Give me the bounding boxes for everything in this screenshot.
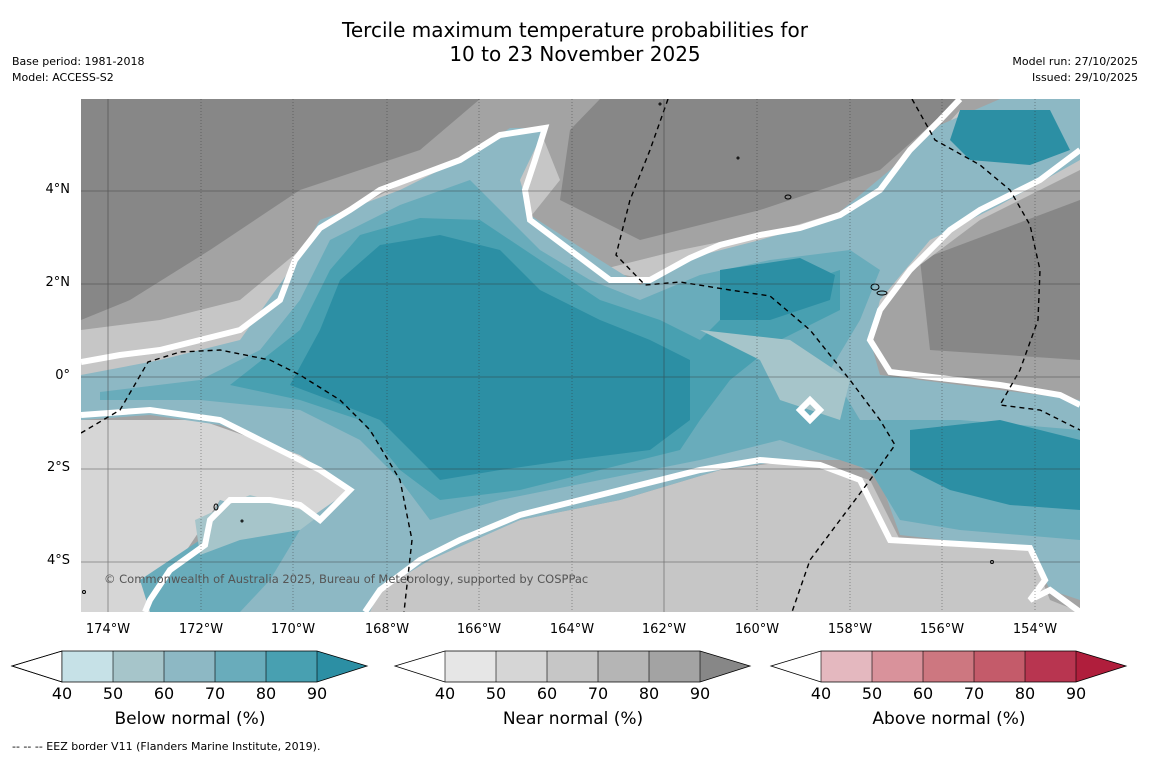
colorbar-near-bin (496, 651, 547, 682)
title-line-1: Tercile maximum temperature probabilitie… (342, 18, 808, 42)
colorbar-below-min-arrow (10, 650, 63, 683)
copyright-text: © Commonwealth of Australia 2025, Bureau… (104, 572, 589, 586)
lat-label-4s: 4°S (46, 553, 70, 568)
colorbar-above-bin (821, 651, 872, 682)
lon-label: 154°W (1012, 622, 1058, 637)
colorbar-above-bin (872, 651, 923, 682)
colorbar-near-normal (393, 650, 752, 683)
colorbar-below-normal (10, 650, 369, 683)
colorbar-below-bin (215, 651, 266, 682)
eez-borders (81, 99, 1080, 612)
lat-label-0: 0° (55, 368, 70, 383)
map-title: Tercile maximum temperature probabilitie… (0, 18, 1150, 66)
lon-label: 162°W (641, 622, 687, 637)
colorbar-near-bin (649, 651, 700, 682)
colorbar-label-above: Above normal (%) (872, 709, 1026, 729)
map-field (81, 99, 1080, 612)
colorbar-below-bin (113, 651, 164, 682)
below-normal-90-ne (950, 110, 1070, 165)
model-run-text: Model run: 27/10/2025 (1012, 55, 1138, 68)
colorbar-tick: 80 (1014, 684, 1036, 703)
colorbar-near-bin (547, 651, 598, 682)
colorbar-tick: 60 (912, 684, 934, 703)
lon-label: 172°W (178, 622, 224, 637)
colorbar-tick: 90 (689, 684, 711, 703)
issued-text: Issued: 29/10/2025 (1031, 71, 1138, 84)
below-normal-70-sw (140, 520, 300, 612)
lon-label: 170°W (270, 622, 316, 637)
lon-label: 166°W (456, 622, 502, 637)
meta-left: Base period: 1981-2018 Model: ACCESS-S2 (12, 54, 144, 86)
near-normal-high-nw (81, 99, 480, 320)
colorbar-label-below: Below normal (%) (114, 709, 266, 729)
contour-40-percent (81, 99, 1080, 612)
colorbar-tick: 50 (861, 684, 883, 703)
lon-label: 160°W (734, 622, 780, 637)
colorbar-below-bin (266, 651, 317, 682)
colorbar-below-max-arrow (317, 651, 367, 682)
colorbar-near-min-arrow (395, 651, 445, 682)
below-normal-90-core (290, 235, 690, 480)
lon-label: 174°W (85, 622, 131, 637)
colorbar-above-bin (974, 651, 1025, 682)
colorbar-tick: 70 (587, 684, 609, 703)
colorbar-near-bin (445, 651, 496, 682)
colorbar-tick: 50 (485, 684, 507, 703)
colorbar-below-bin (62, 651, 113, 682)
near-normal-band-s (360, 460, 1080, 612)
colorbar-near-max-arrow (700, 651, 750, 682)
colorbar-above-bin (1025, 651, 1076, 682)
colorbar-tick: 50 (102, 684, 124, 703)
graticule (81, 99, 1080, 612)
colorbar-below-bin (164, 651, 215, 682)
colorbar-label-near: Near normal (%) (502, 709, 644, 729)
lat-label-2n: 2°N (45, 275, 71, 290)
below-normal-90-center (720, 258, 835, 320)
colorbar-tick: 40 (51, 684, 73, 703)
colorbar-tick: 40 (810, 684, 832, 703)
lat-label-4n: 4°N (45, 182, 71, 197)
colorbar-above-normal (769, 650, 1128, 683)
colorbar-above-bin (923, 651, 974, 682)
colorbar-tick: 70 (963, 684, 985, 703)
lat-label-2s: 2°S (46, 460, 70, 475)
near-normal-high-n (560, 99, 960, 240)
colorbar-tick: 90 (1065, 684, 1087, 703)
lon-label: 158°W (827, 622, 873, 637)
colorbar-tick: 60 (153, 684, 175, 703)
eez-footnote: -- -- -- EEZ border V11 (Flanders Marine… (12, 740, 321, 753)
colorbar-tick: 90 (306, 684, 328, 703)
colorbar-tick: 60 (536, 684, 558, 703)
colorbar-above-min-arrow (771, 651, 821, 682)
below-normal-90-east (910, 420, 1080, 510)
lon-label: 156°W (919, 622, 965, 637)
colorbar-above-max-arrow (1076, 651, 1126, 682)
near-normal-band-sw (81, 420, 350, 612)
lon-label: 164°W (549, 622, 595, 637)
colorbar-tick: 40 (434, 684, 456, 703)
model-text: Model: ACCESS-S2 (12, 71, 114, 84)
below-normal-50-sw (195, 495, 320, 555)
colorbar-tick: 70 (204, 684, 226, 703)
colorbar-near-bin (598, 651, 649, 682)
base-period-text: Base period: 1981-2018 (12, 55, 145, 68)
colorbar-tick: 80 (255, 684, 277, 703)
lon-label: 168°W (364, 622, 410, 637)
below-normal-50-center (700, 330, 850, 420)
colorbar-tick: 80 (638, 684, 660, 703)
meta-right: Model run: 27/10/2025 Issued: 29/10/2025 (1012, 54, 1138, 86)
title-line-2: 10 to 23 November 2025 (449, 42, 701, 66)
near-normal-high-e (920, 200, 1080, 360)
